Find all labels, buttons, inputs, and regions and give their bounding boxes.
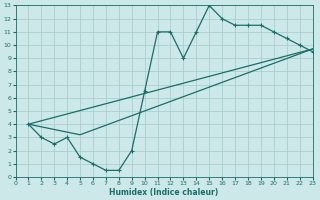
X-axis label: Humidex (Indice chaleur): Humidex (Indice chaleur) <box>109 188 219 197</box>
